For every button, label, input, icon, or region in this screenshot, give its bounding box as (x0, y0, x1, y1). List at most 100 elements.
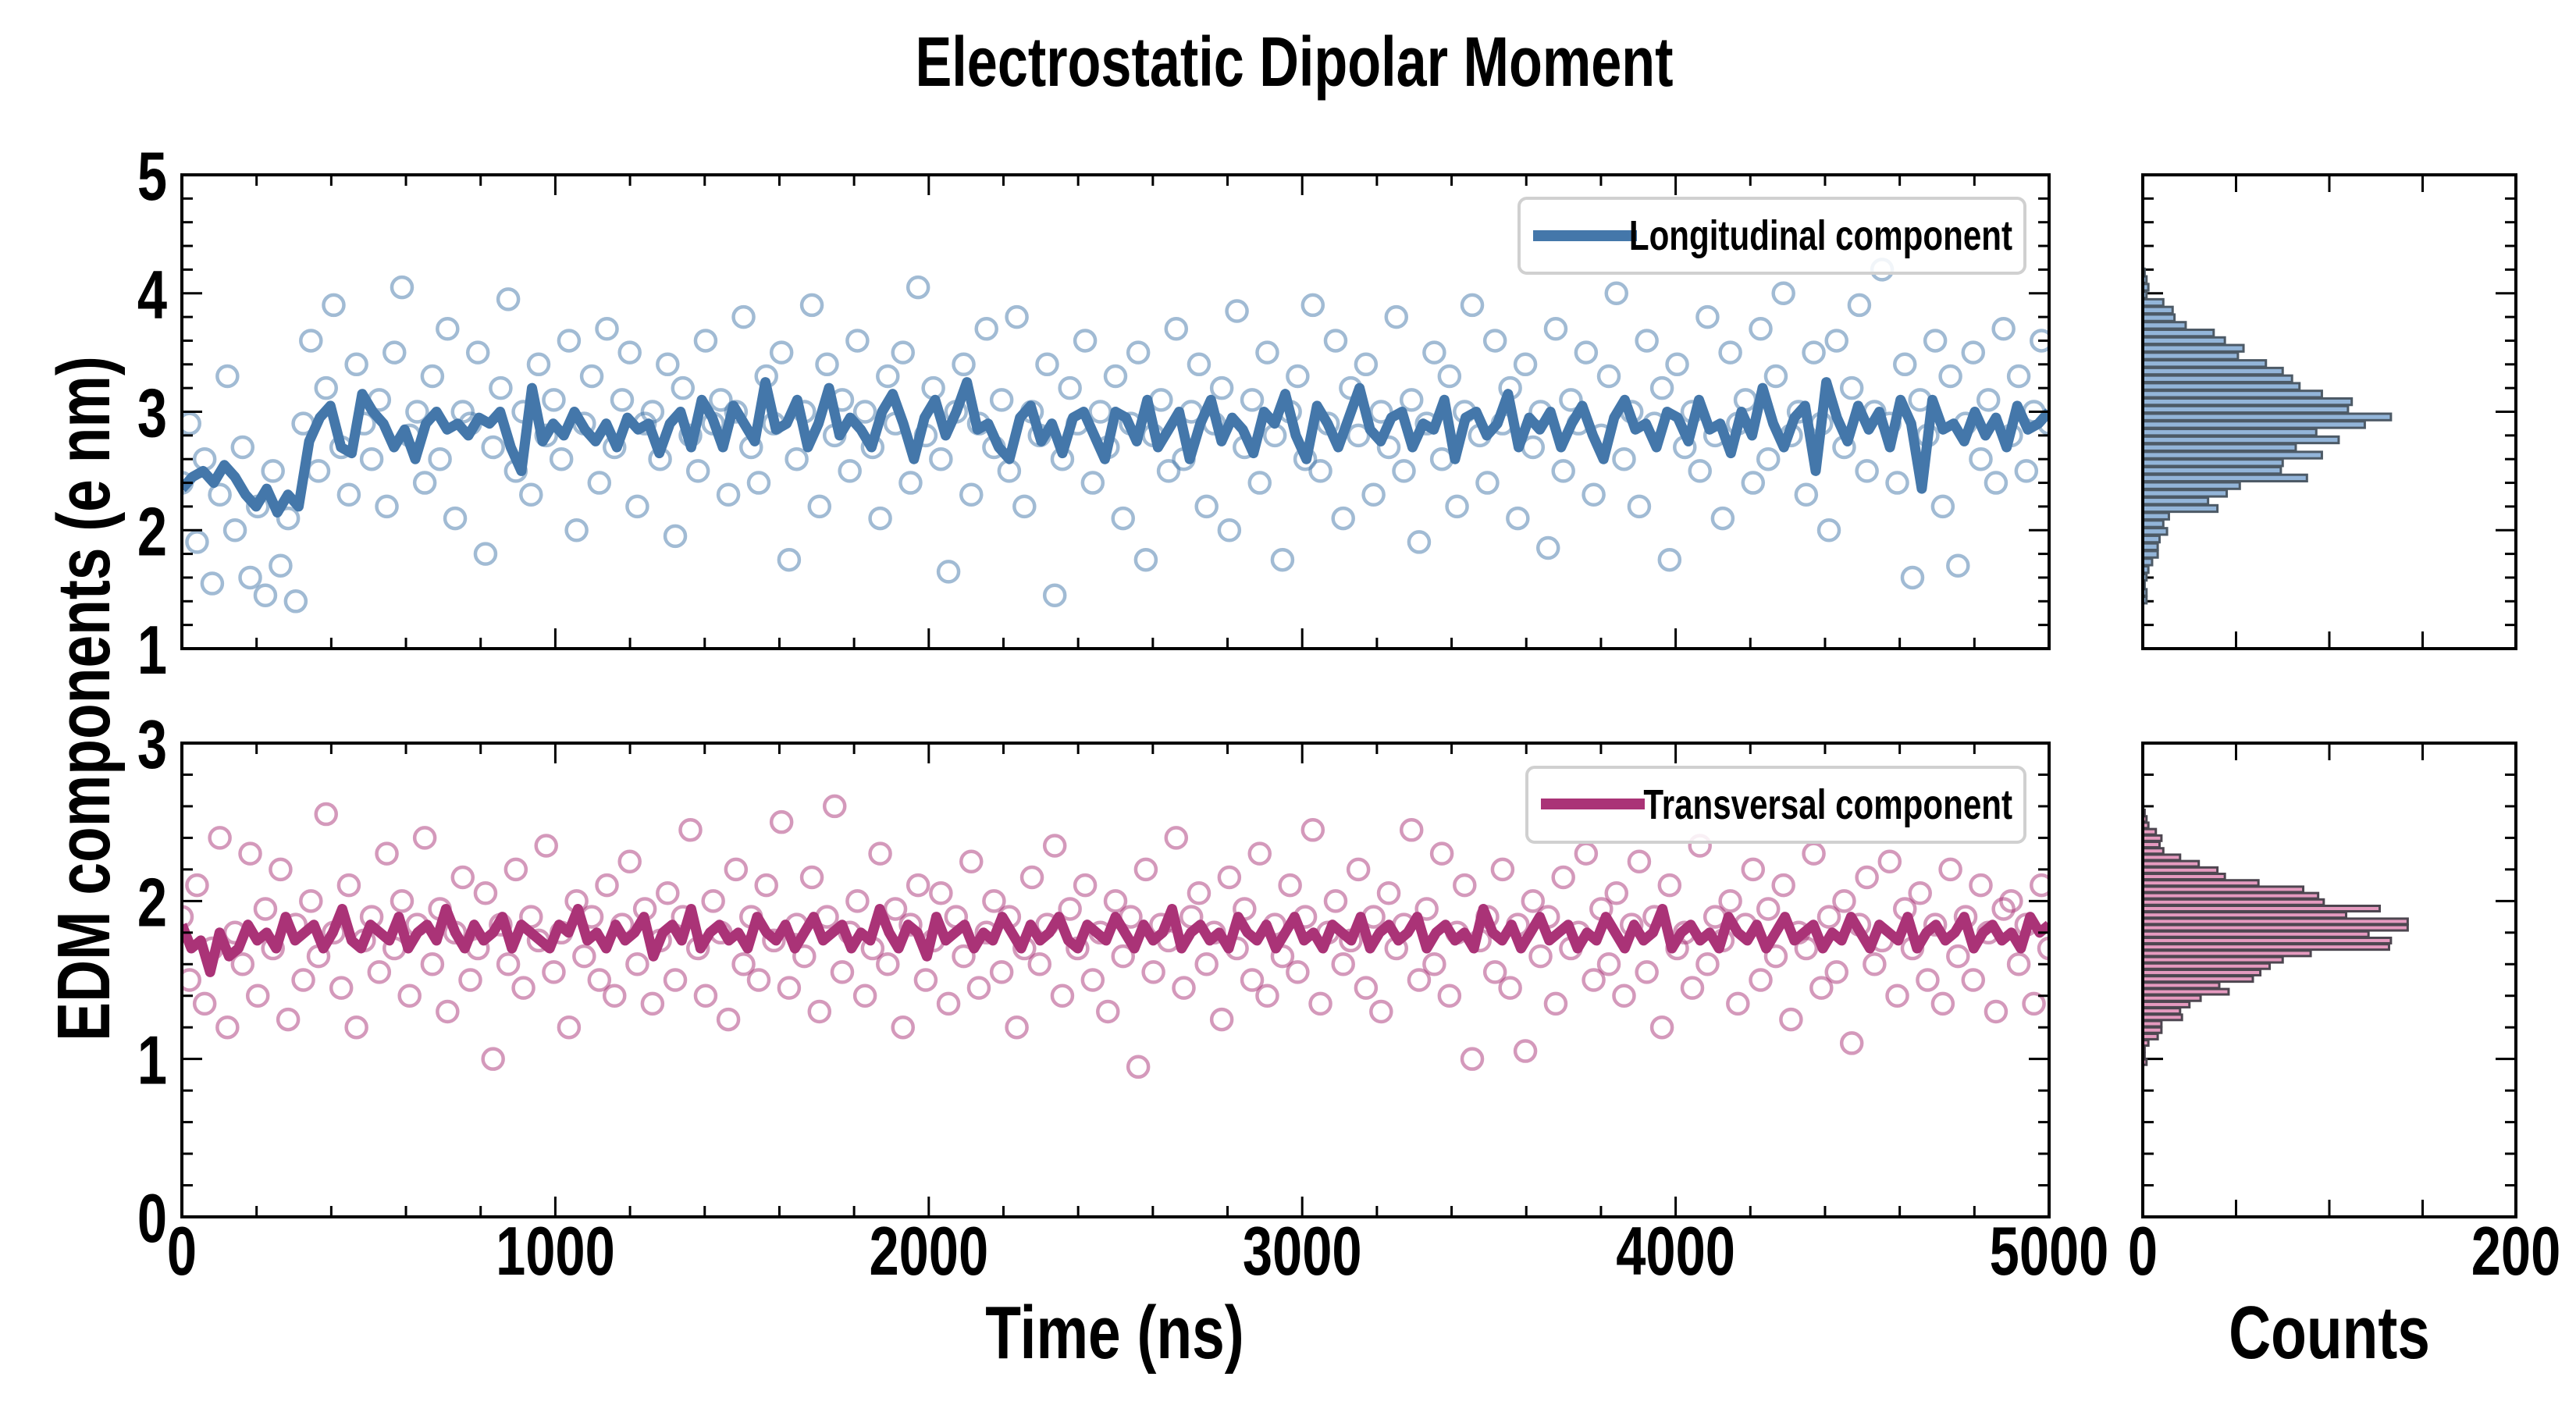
scatter-point (1460, 1047, 1485, 1071)
scatter-point (1080, 471, 1105, 495)
scatter-point (1482, 960, 1507, 984)
scatter-point (1133, 547, 1158, 572)
scatter-point (2006, 952, 2031, 976)
histogram-bar (2141, 328, 2215, 338)
legend-label: Transversal component (1643, 781, 2012, 828)
histogram-bar (2141, 1000, 2191, 1008)
scatter-point (1816, 905, 1841, 929)
histogram-bar (2141, 519, 2165, 528)
scatter-point (1938, 857, 1962, 882)
scatter-point (572, 944, 596, 969)
scatter-point (458, 968, 482, 992)
scatter-point (1855, 459, 1879, 483)
scatter-point (1407, 530, 1432, 554)
scatter-point (898, 471, 923, 495)
scatter-point (1247, 841, 1272, 866)
histogram-bar (2141, 465, 2282, 475)
scatter-point (336, 482, 361, 507)
histogram-bar (2141, 943, 2390, 951)
scatter-point (253, 583, 278, 607)
scatter-point (238, 565, 262, 590)
scatter-point (807, 999, 832, 1024)
histogram-bar (2141, 930, 2370, 938)
scatter-point (663, 968, 688, 992)
scatter-point (314, 802, 338, 827)
histogram-bar (2141, 866, 2219, 874)
scatter-point (1749, 968, 1773, 992)
scatter-point (792, 944, 817, 969)
scatter-point (496, 952, 521, 976)
x-tick-label: 2000 (869, 1213, 988, 1289)
scatter-point (473, 542, 498, 566)
scatter-point (868, 506, 892, 531)
scatter-point (1217, 518, 1242, 542)
scatter-point (344, 352, 368, 377)
scatter-point (822, 794, 847, 819)
scatter-point (693, 984, 718, 1008)
histogram-bar (2141, 1007, 2182, 1016)
histogram-bar (2141, 949, 2312, 958)
scatter-point (1126, 340, 1151, 365)
scatter-point (1050, 984, 1075, 1008)
histogram-bar (2141, 382, 2301, 391)
chart-title: Electrostatic Dipolar Moment (915, 23, 1673, 101)
scatter-point (1596, 364, 1621, 389)
scatter-point (1930, 991, 1955, 1016)
scatter-point (1133, 857, 1158, 882)
histogram-bar (2141, 885, 2305, 894)
scatter-point (489, 375, 513, 400)
scatter-point (1733, 388, 1758, 412)
histogram-bar (2141, 489, 2229, 498)
scatter-point (1209, 375, 1234, 400)
legend-label: Longitudinal component (1629, 212, 2012, 259)
histogram-bar (2141, 841, 2161, 848)
scatter-point (1323, 329, 1348, 353)
scatter-point (443, 506, 468, 531)
scatter-point (481, 435, 505, 460)
y-tick-label-group: 3 (137, 706, 167, 783)
scatter-point (2037, 936, 2049, 961)
scatter-point (1073, 329, 1098, 353)
y-tick-label: 3 (137, 706, 167, 783)
scatter-point (276, 506, 301, 531)
scatter-point (678, 818, 703, 842)
scatter-point (845, 889, 870, 913)
y-tick-label-group: 5 (137, 138, 167, 215)
histogram-bar (2141, 955, 2284, 964)
scatter-point (1551, 459, 1575, 483)
scatter-point (1308, 991, 1332, 1016)
scatter-point (1802, 340, 1826, 365)
scatter-point (1354, 976, 1379, 1000)
scatter-point (716, 482, 741, 507)
scatter-point (1885, 984, 1909, 1008)
scatter-point (966, 976, 991, 1000)
scatter-point (1991, 897, 2016, 921)
scatter-point (397, 984, 422, 1008)
histogram-bar (2141, 994, 2202, 1002)
y-tick-label: 0 (137, 1180, 167, 1257)
scatter-point (1991, 317, 2016, 341)
y-tick-label-group: 1 (137, 612, 167, 688)
scatter-point (769, 340, 794, 365)
scatter-point (1923, 912, 1948, 937)
scatter-point (367, 960, 392, 984)
y-tick-label: 1 (137, 612, 167, 688)
histogram-bar (2141, 891, 2320, 900)
histogram-bar (2141, 297, 2165, 308)
scatter-series (182, 794, 2049, 1080)
scatter-point (412, 471, 437, 495)
y-tick-label: 1 (137, 1022, 167, 1098)
scatter-point (1749, 317, 1773, 341)
histogram-bar (2141, 458, 2284, 468)
scatter-point (390, 275, 415, 300)
scatter-point (1649, 1015, 1674, 1040)
scatter-point (1460, 293, 1485, 318)
scatter-point (1627, 849, 1652, 873)
histogram-bar (2141, 1032, 2159, 1040)
scatter-point (2022, 991, 2046, 1016)
scatter-point (1582, 482, 1606, 507)
scatter-point (952, 944, 976, 969)
scatter-point (208, 826, 232, 850)
smoothed-line (182, 377, 2049, 518)
